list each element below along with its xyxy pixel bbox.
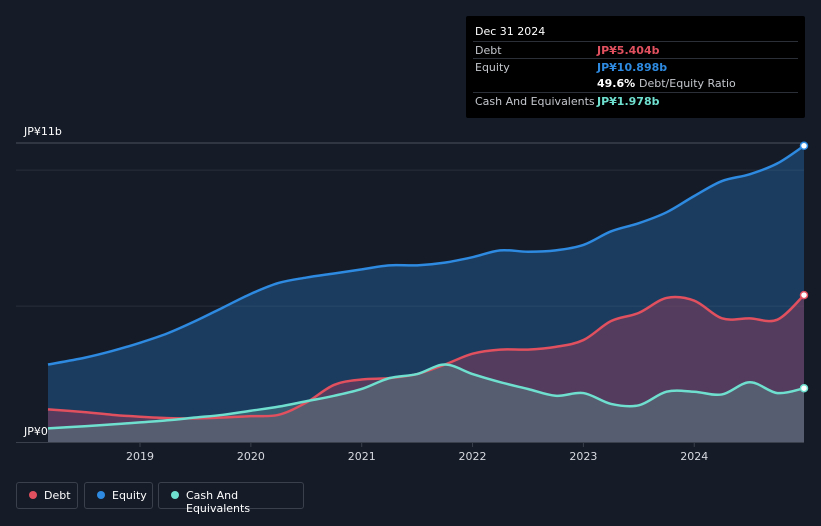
series-endpoints — [799, 141, 809, 393]
cash-and-equivalents-area — [48, 364, 804, 442]
debt-endpoint — [799, 290, 809, 300]
tooltip-value: JP¥1.978b — [597, 95, 660, 108]
legend-label: Cash And Equivalents — [186, 489, 251, 515]
tooltip-date: Dec 31 2024 — [475, 25, 546, 38]
tooltip-row-cash: Cash And Equivalents JP¥1.978b — [473, 92, 798, 110]
tooltip-panel: Dec 31 2024 Debt JP¥5.404b Equity JP¥10.… — [466, 16, 805, 118]
cash-and-equivalents-line — [47, 363, 805, 430]
series-lines — [47, 144, 805, 430]
x-tick-label: 2023 — [569, 450, 597, 463]
x-tick-label: 2024 — [680, 450, 708, 463]
y-tick-top: JP¥11b — [24, 125, 62, 138]
legend-label: Equity — [112, 489, 147, 502]
legend-dot — [171, 491, 179, 499]
x-tick-label: 2021 — [348, 450, 376, 463]
cash-and-equivalents-endpoint — [799, 383, 809, 393]
equity-endpoint — [799, 141, 809, 151]
tooltip-ratio-value: 49.6% — [597, 77, 636, 90]
tooltip-label: Cash And Equivalents — [475, 95, 595, 108]
tooltip-ratio-label: Debt/Equity Ratio — [639, 77, 736, 90]
gridlines — [16, 142, 804, 443]
legend-label: Debt — [44, 489, 71, 502]
equity-line — [47, 144, 805, 366]
legend-item-cash[interactable]: Cash And Equivalents — [158, 482, 304, 515]
equity-area — [48, 145, 804, 442]
x-tick-label: 2019 — [126, 450, 154, 463]
tooltip-row-equity: Equity JP¥10.898b — [473, 58, 798, 76]
x-tick-label: 2020 — [237, 450, 265, 463]
tooltip-row-debt: Debt JP¥5.404b — [473, 41, 798, 59]
tooltip-row-ratio: 49.6% Debt/Equity Ratio — [473, 75, 798, 92]
tooltip-value: JP¥10.898b — [597, 61, 668, 74]
x-tick-label: 2022 — [459, 450, 487, 463]
series-areas — [48, 145, 804, 442]
tooltip-label: Debt — [475, 44, 502, 57]
tooltip-value: JP¥5.404b — [597, 44, 660, 57]
tooltip-label: Equity — [475, 61, 510, 74]
legend-item-equity[interactable]: Equity — [84, 482, 153, 509]
y-tick-zero: JP¥0 — [24, 425, 48, 438]
legend-dot — [29, 491, 37, 499]
x-axis: 2019 2020 2021 2022 2023 2024 — [126, 442, 708, 463]
legend-dot — [97, 491, 105, 499]
legend-item-debt[interactable]: Debt — [16, 482, 78, 509]
